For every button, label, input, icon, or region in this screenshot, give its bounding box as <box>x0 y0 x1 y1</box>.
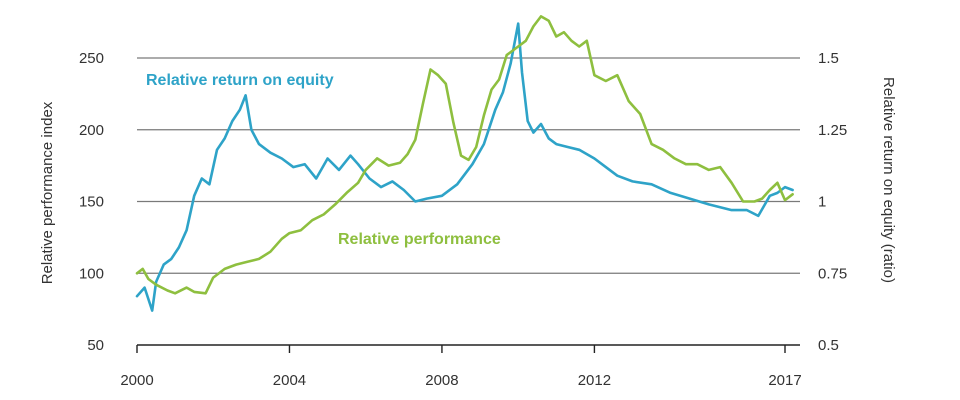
gridlines <box>136 57 800 353</box>
left-tick-label: 50 <box>87 337 104 354</box>
x-tick-label: 2008 <box>425 372 458 389</box>
left-tick-label: 150 <box>79 194 104 211</box>
right-tick-label: 1.5 <box>818 50 839 67</box>
right-tick-label: 1.25 <box>818 122 847 139</box>
left-tick-label: 250 <box>79 50 104 67</box>
right-tick-label: 1 <box>818 194 826 211</box>
series-label-relative-return-on-equity: Relative return on equity <box>146 72 334 89</box>
right-axis-title: Relative return on equity (ratio) <box>880 77 897 283</box>
x-tick-label: 2000 <box>120 372 153 389</box>
right-tick-label: 0.5 <box>818 337 839 354</box>
x-tick-label: 2017 <box>768 372 801 389</box>
series-line-relative-return-on-equity <box>135 22 794 312</box>
left-tick-label: 100 <box>79 265 104 282</box>
series-line-relative-performance <box>135 15 794 295</box>
x-tick-label: 2012 <box>578 372 611 389</box>
tick-labels: 50 0.5 100 0.75 150 1 200 1.25 250 1.5 2000 2004 200… <box>79 50 847 389</box>
left-axis-title: Relative performance index <box>39 101 56 284</box>
series-lines <box>135 15 794 312</box>
left-tick-label: 200 <box>79 122 104 139</box>
right-tick-label: 0.75 <box>818 265 847 282</box>
x-tick-label: 2004 <box>273 372 306 389</box>
series-label-relative-performance: Relative performance <box>338 231 501 248</box>
